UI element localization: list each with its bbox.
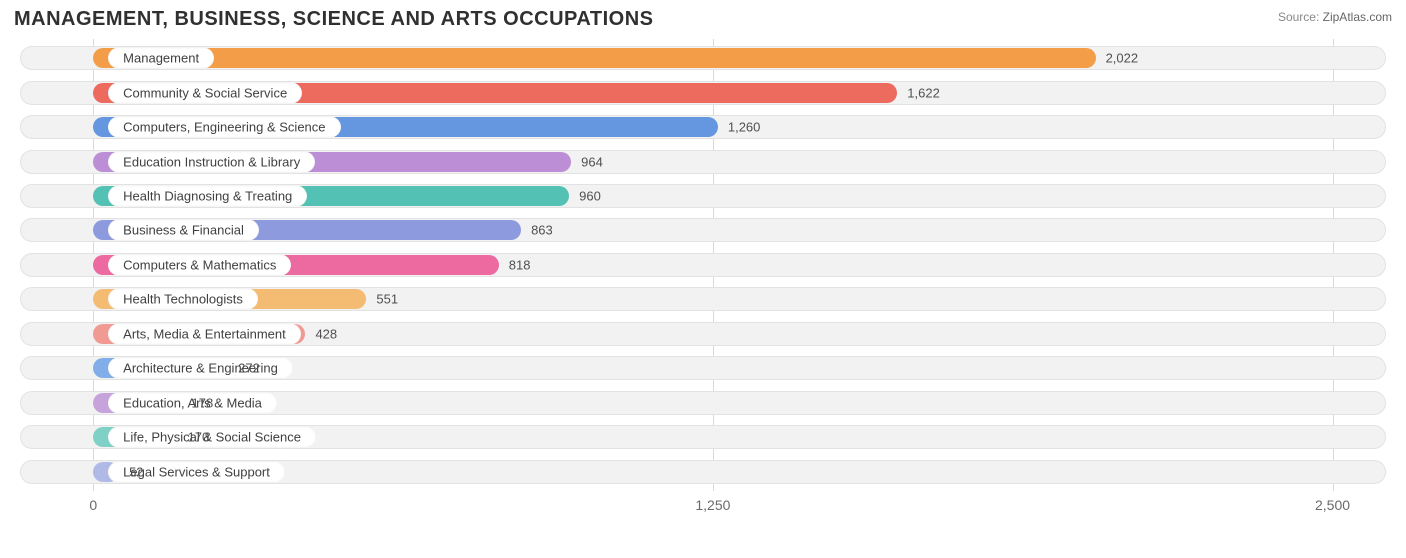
bar-row: Education Instruction & Library 964 <box>14 148 1392 176</box>
bar-row: Education, Arts & Media178 <box>14 389 1392 417</box>
category-label: Business & Financial <box>108 220 259 241</box>
bar-row: Architecture & Engineering272 <box>14 354 1392 382</box>
x-axis: 0 1,250 2,500 <box>14 495 1392 519</box>
value-label: 2,022 <box>1106 51 1139 66</box>
value-label: 863 <box>531 223 553 238</box>
bar-row: Community & Social Service 1,622 <box>14 79 1392 107</box>
value-label: 170 <box>188 430 210 445</box>
category-label: Health Diagnosing & Treating <box>108 186 307 207</box>
bar-row: Health Diagnosing & Treating 960 <box>14 182 1392 210</box>
category-label: Life, Physical & Social Science <box>108 427 316 448</box>
bar-row: Computers & Mathematics 818 <box>14 251 1392 279</box>
value-label: 1,622 <box>907 85 940 100</box>
value-label: 178 <box>192 395 214 410</box>
chart-source: Source: ZipAtlas.com <box>1278 8 1392 24</box>
source-site: ZipAtlas.com <box>1323 10 1392 24</box>
value-label: 551 <box>376 292 398 307</box>
chart-header: MANAGEMENT, BUSINESS, SCIENCE AND ARTS O… <box>0 0 1406 35</box>
value-label: 272 <box>238 361 260 376</box>
category-label: Architecture & Engineering <box>108 358 293 379</box>
category-label: Arts, Media & Entertainment <box>108 323 301 344</box>
bars-container: Management 2,022 Community & Social Servic… <box>14 39 1392 491</box>
x-tick-label: 1,250 <box>695 497 730 513</box>
bar-row: Life, Physical & Social Science170 <box>14 423 1392 451</box>
plot-area: Management 2,022 Community & Social Servic… <box>14 39 1392 519</box>
category-label: Management <box>108 48 214 69</box>
bar-row: Arts, Media & Entertainment 428 <box>14 320 1392 348</box>
bar-fill <box>93 48 1095 68</box>
value-label: 52 <box>129 464 143 479</box>
value-label: 1,260 <box>728 120 761 135</box>
chart-area: Management 2,022 Community & Social Servic… <box>0 35 1406 519</box>
x-tick-label: 2,500 <box>1315 497 1350 513</box>
x-tick-label: 0 <box>89 497 97 513</box>
bar-row: Management 2,022 <box>14 44 1392 72</box>
value-label: 428 <box>315 326 337 341</box>
bar-row: Health Technologists 551 <box>14 285 1392 313</box>
bar-row: Computers, Engineering & Science 1,260 <box>14 113 1392 141</box>
source-label: Source: <box>1278 10 1319 24</box>
value-label: 964 <box>581 154 603 169</box>
category-label: Education Instruction & Library <box>108 151 315 172</box>
category-label: Computers, Engineering & Science <box>108 117 340 138</box>
category-label: Health Technologists <box>108 289 258 310</box>
chart-title: MANAGEMENT, BUSINESS, SCIENCE AND ARTS O… <box>14 8 653 31</box>
category-label: Community & Social Service <box>108 82 302 103</box>
value-label: 818 <box>509 257 531 272</box>
value-label: 960 <box>579 189 601 204</box>
bar-row: Business & Financial 863 <box>14 216 1392 244</box>
bar-row: Legal Services & Support52 <box>14 458 1392 486</box>
category-label: Computers & Mathematics <box>108 254 291 275</box>
